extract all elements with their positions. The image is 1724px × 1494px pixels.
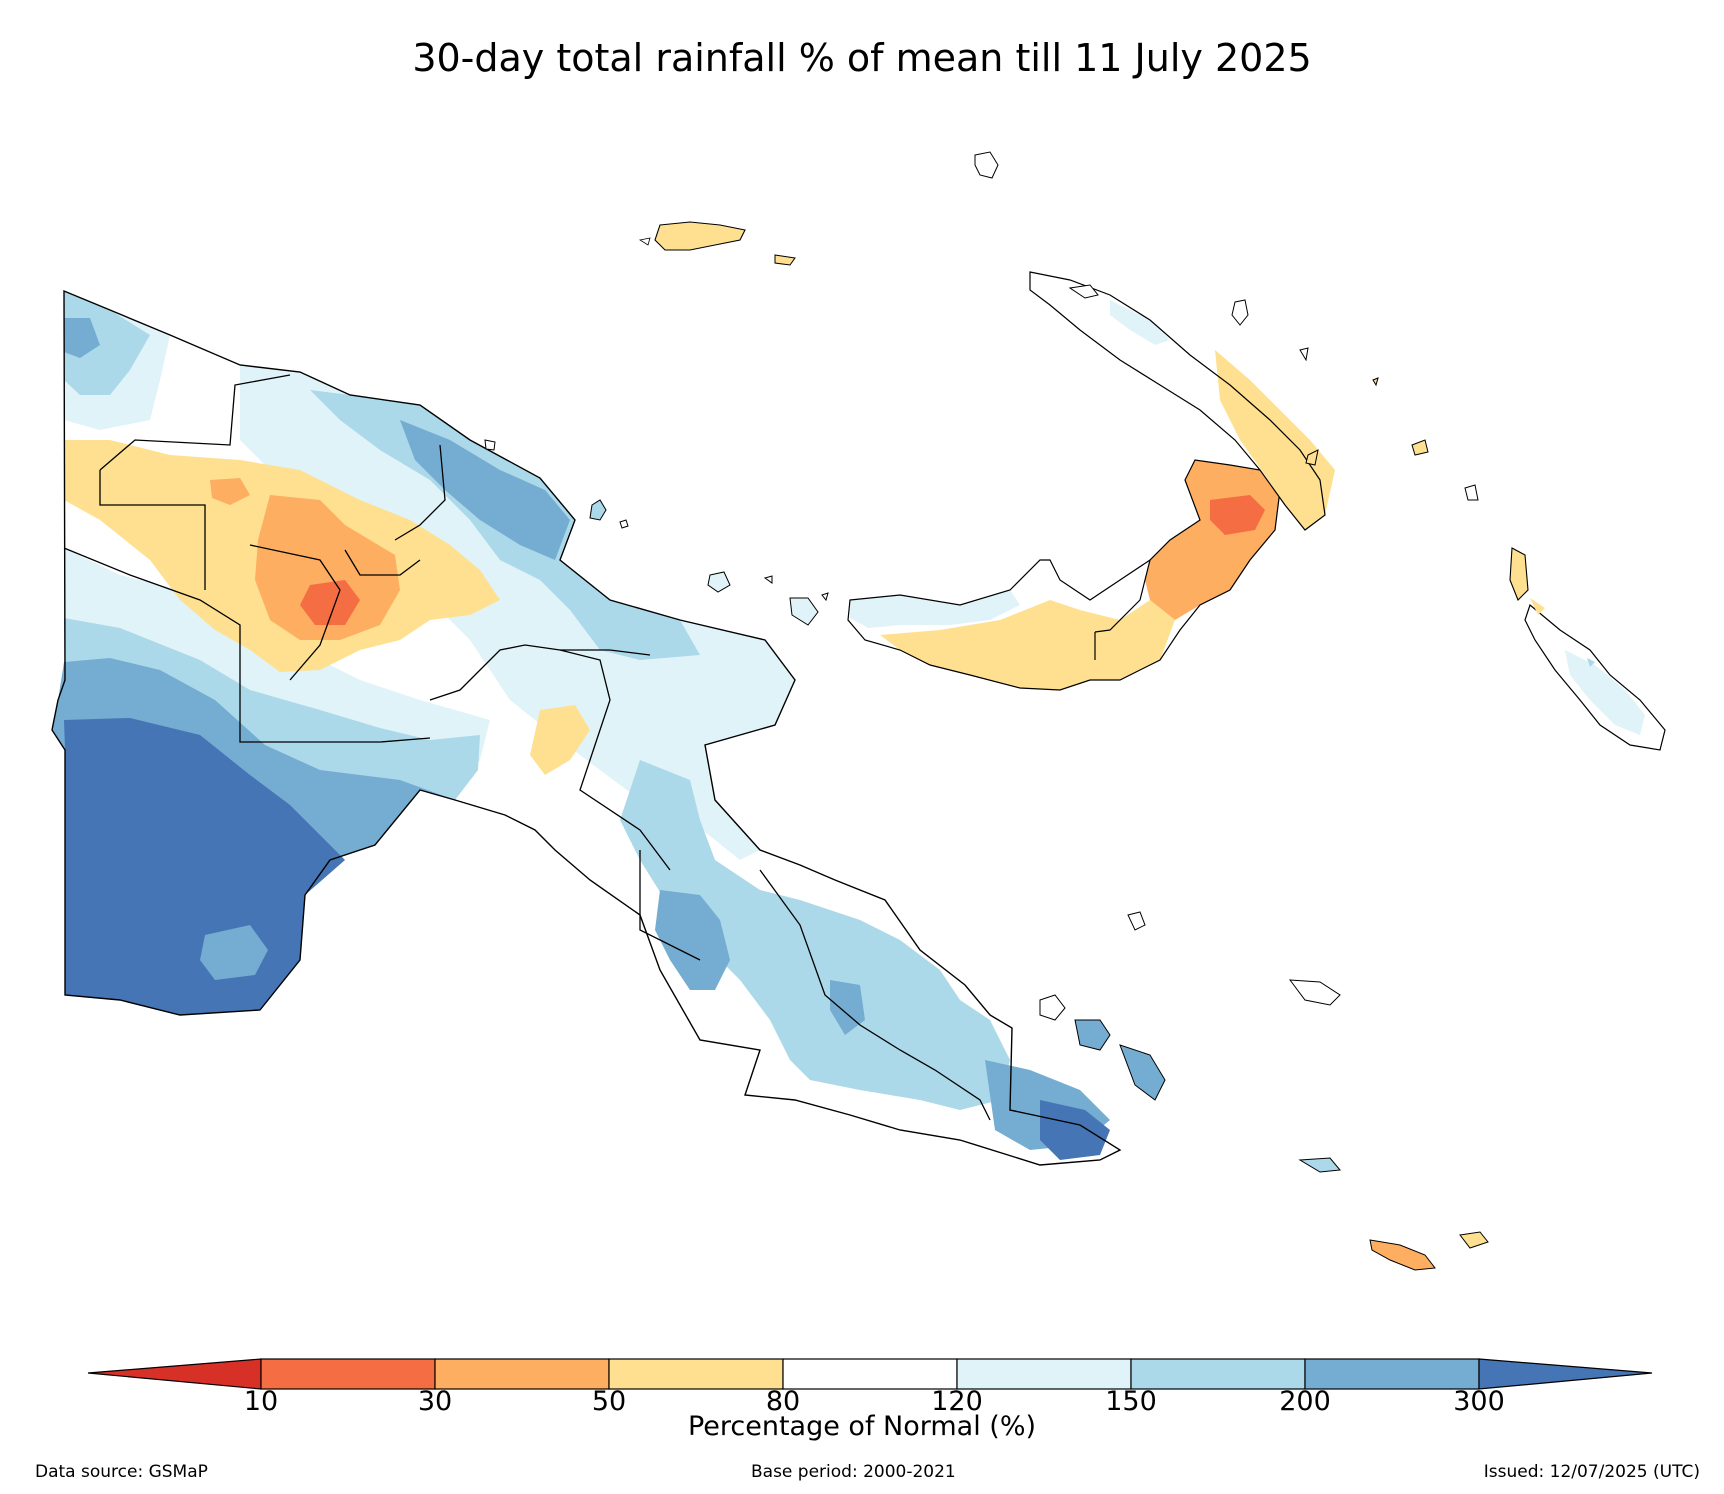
colorbar-extend-max (1478, 1358, 1653, 1390)
zone-highlands-10-30 (300, 580, 360, 625)
colorbar (87, 1358, 1653, 1390)
colorbar-tick: 300 (1453, 1386, 1505, 1417)
zone-southwest-patch (200, 925, 268, 980)
data-source: Data source: GSMaP (35, 1462, 208, 1482)
new-ireland-120-150 (1110, 300, 1170, 345)
colorbar-bin-10-30 (260, 1358, 436, 1390)
zone-peninsula-200-300 (655, 890, 730, 990)
new-ireland (1029, 271, 1335, 531)
new-britain-30-50 (1145, 460, 1280, 620)
colorbar-tick: 50 (591, 1386, 627, 1417)
base-period: Base period: 2000-2021 (751, 1462, 956, 1482)
colorbar-bin-80-120 (782, 1358, 958, 1390)
mainland-outline (51, 289, 1122, 1166)
new-ireland-land (1030, 272, 1325, 530)
zone-southeast-over-300 (1040, 1100, 1110, 1160)
colorbar-label: Percentage of Normal (%) (687, 1411, 1037, 1442)
small-islands (484, 151, 1489, 1271)
colorbar-bin-30-50 (434, 1358, 610, 1390)
zone-north-120-150 (240, 365, 795, 860)
new-britain-boundary (1094, 559, 1151, 660)
colorbar-tick: 150 (1105, 1386, 1157, 1417)
zone-highlands-30-50 (255, 495, 400, 640)
map-title: 30-day total rainfall % of mean till 11 … (412, 36, 1312, 80)
colorbar-tick: 30 (417, 1386, 453, 1417)
zone-northwest-200-300 (64, 318, 100, 358)
mainland (52, 291, 1120, 1165)
colorbar-bin-120-150 (956, 1358, 1132, 1390)
new-britain-10-30 (1210, 495, 1265, 535)
zone-north-200-300 (400, 420, 570, 560)
colorbar-extend-min (87, 1358, 262, 1390)
new-ireland-50-80 (1215, 350, 1335, 530)
new-britain (847, 459, 1281, 691)
new-ireland-outline (1029, 271, 1326, 531)
issued-date: Issued: 12/07/2025 (UTC) (1483, 1462, 1700, 1482)
zone-central-50-80 (530, 705, 590, 775)
new-britain-150-200 (850, 590, 1020, 628)
new-britain-50-80 (880, 600, 1175, 690)
bougainville (1509, 547, 1666, 751)
zone-southwest-over-300 (64, 718, 345, 1015)
colorbar-bin-150-200 (1130, 1358, 1306, 1390)
zone-northwest-150-200 (64, 291, 150, 395)
province-boundaries (63, 374, 991, 1121)
manus-island (638, 221, 796, 266)
zone-peninsula-150-200 (620, 760, 1010, 1110)
colorbar-tick: 80 (765, 1386, 801, 1417)
colorbar-bin-50-80 (608, 1358, 784, 1390)
zone-highlands-30-50-b (210, 478, 250, 505)
colorbar-tick: 200 (1279, 1386, 1331, 1417)
colorbar-tick: 120 (931, 1386, 983, 1417)
colorbar-tick: 10 (243, 1386, 279, 1417)
colorbar-bin-200-300 (1304, 1358, 1480, 1390)
